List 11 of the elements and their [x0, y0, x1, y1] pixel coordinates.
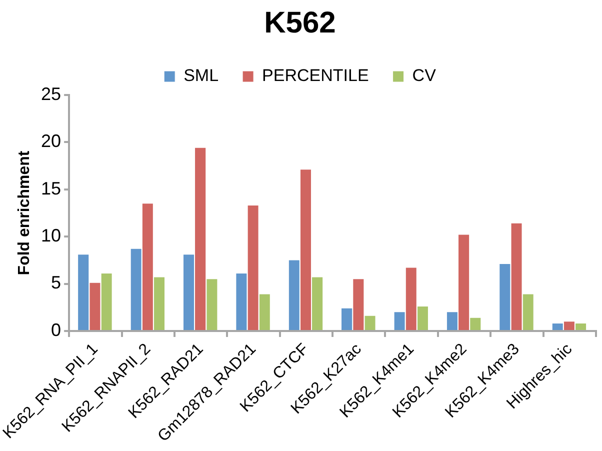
y-axis-title: Fold enrichment: [16, 150, 33, 276]
y-tick-label: 5: [51, 272, 62, 293]
legend-label: PERCENTILE: [262, 66, 369, 86]
legend-label: SML: [184, 66, 219, 86]
y-tick-label: 20: [41, 131, 62, 152]
y-tick-label: 15: [41, 178, 62, 198]
y-tick-label: 10: [41, 226, 62, 246]
chart-title: K562: [264, 6, 336, 40]
y-tick-label: 0: [51, 320, 62, 340]
legend-label: CV: [412, 66, 437, 86]
y-tick-label: 25: [41, 84, 62, 104]
